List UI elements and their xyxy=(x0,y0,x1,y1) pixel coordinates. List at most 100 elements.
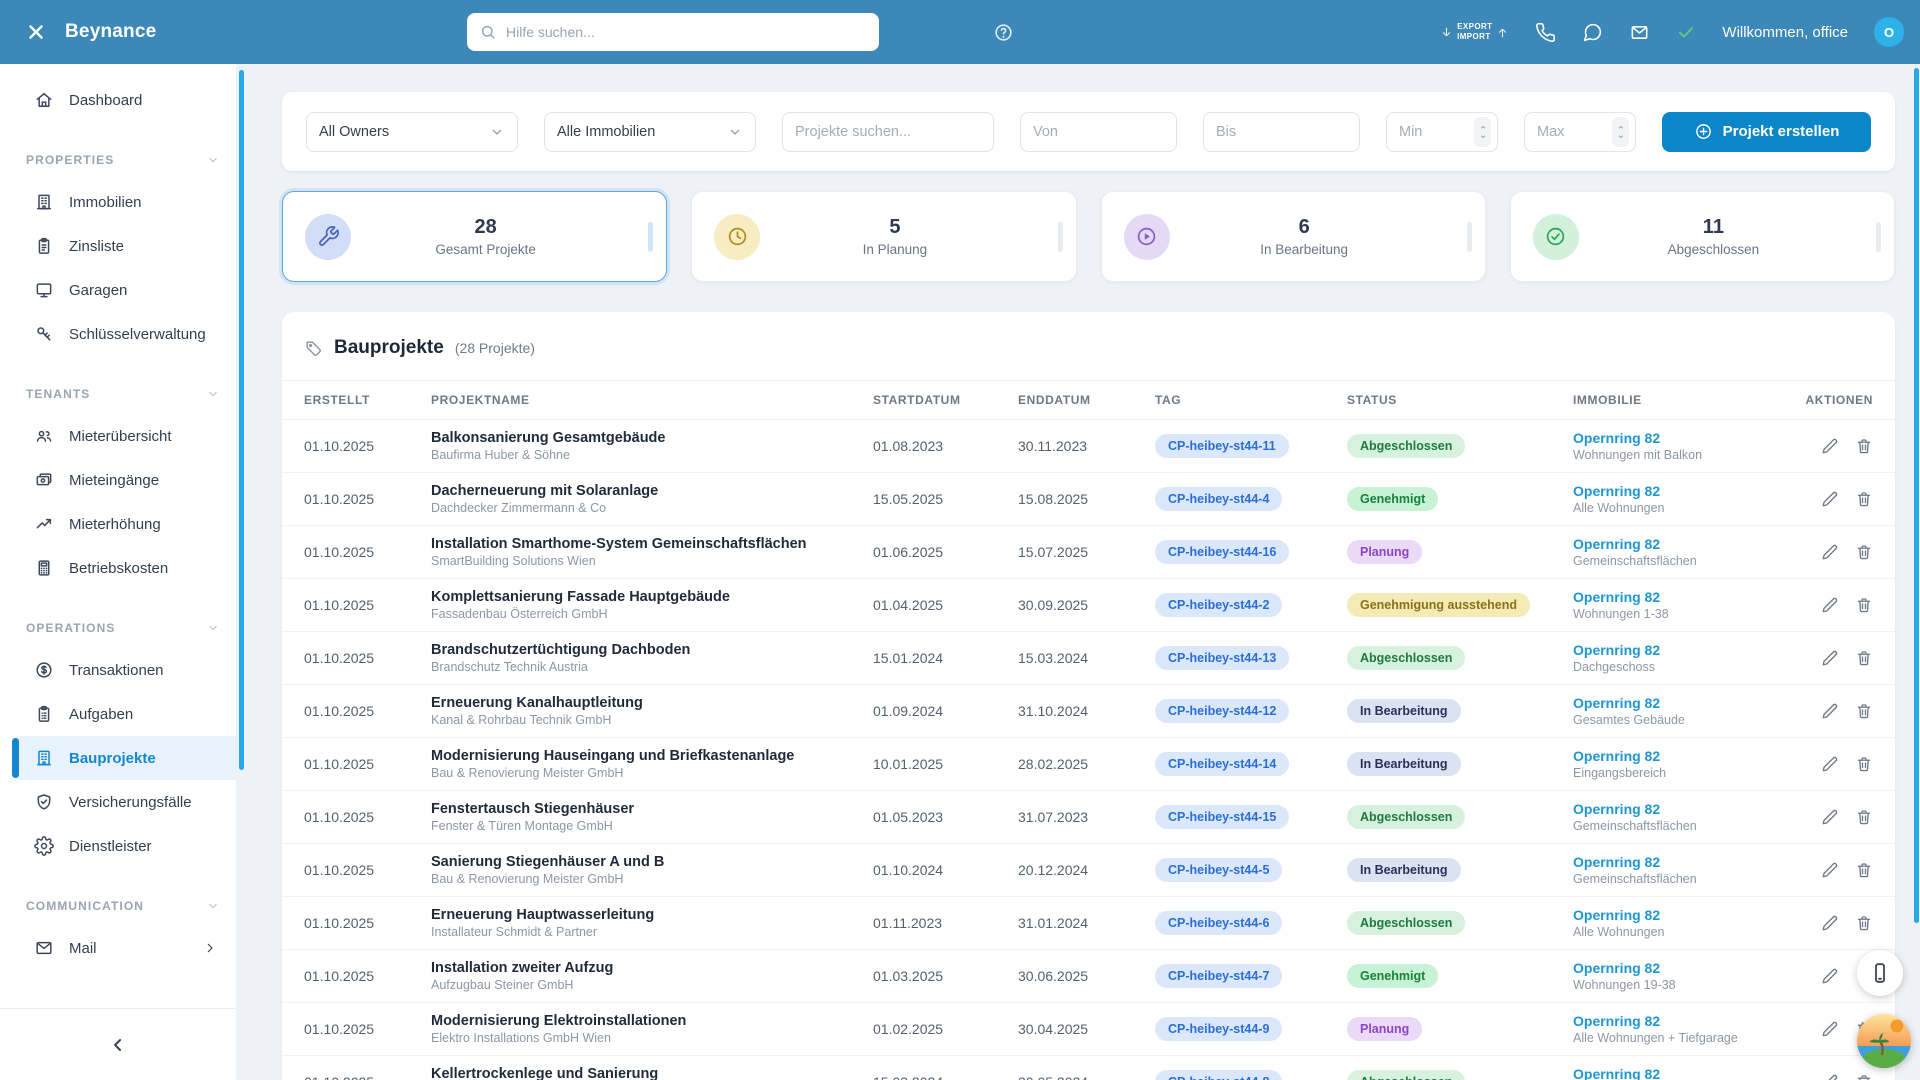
menu-close-icon[interactable] xyxy=(25,21,47,43)
welcome-text: Willkommen, office xyxy=(1722,24,1848,41)
property-link[interactable]: Opernring 82 xyxy=(1573,1066,1803,1080)
edit-button[interactable] xyxy=(1821,437,1839,455)
sidebar-item-garagen[interactable]: Garagen xyxy=(12,268,236,312)
delete-button[interactable] xyxy=(1855,755,1873,773)
date-from-input[interactable] xyxy=(1033,124,1164,140)
cell-actions xyxy=(1803,861,1873,879)
delete-button[interactable] xyxy=(1855,1073,1873,1080)
sidebar-item-transaktionen[interactable]: Transaktionen xyxy=(12,648,236,692)
mobile-app-button[interactable] xyxy=(1857,950,1903,996)
help-search-input[interactable] xyxy=(506,24,867,40)
date-to-input[interactable] xyxy=(1216,124,1347,140)
collapse-sidebar-icon[interactable] xyxy=(108,1035,128,1055)
chat-icon[interactable] xyxy=(1582,22,1603,43)
delete-button[interactable] xyxy=(1855,490,1873,508)
stat-card-in-bearbeitung[interactable]: 6In Bearbeitung xyxy=(1101,191,1486,282)
sidebar-item-bauprojekte[interactable]: Bauprojekte xyxy=(12,736,236,780)
edit-button[interactable] xyxy=(1821,967,1839,985)
sidebar-item-dashboard[interactable]: Dashboard xyxy=(12,78,236,122)
edit-button[interactable] xyxy=(1821,861,1839,879)
mail-icon[interactable] xyxy=(1629,22,1650,43)
min-cost-input[interactable] xyxy=(1399,124,1468,140)
edit-button[interactable] xyxy=(1821,649,1839,667)
edit-button[interactable] xyxy=(1821,1073,1839,1080)
delete-button[interactable] xyxy=(1855,861,1873,879)
help-search-box[interactable] xyxy=(467,13,879,51)
property-link[interactable]: Opernring 82 xyxy=(1573,801,1803,817)
delete-button[interactable] xyxy=(1855,543,1873,561)
cell-start-date: 01.06.2025 xyxy=(873,544,1018,560)
edit-button[interactable] xyxy=(1821,755,1839,773)
delete-button[interactable] xyxy=(1855,702,1873,720)
edit-button[interactable] xyxy=(1821,490,1839,508)
cell-project: Sanierung Stiegenhäuser A und BBau & Ren… xyxy=(431,854,873,886)
max-cost-input[interactable] xyxy=(1537,124,1606,140)
edit-button[interactable] xyxy=(1821,543,1839,561)
sidebar-item-schl-sselverwaltung[interactable]: Schlüsselverwaltung xyxy=(12,312,236,356)
edit-button[interactable] xyxy=(1821,596,1839,614)
sidebar-item-mail[interactable]: Mail xyxy=(12,926,236,970)
property-link[interactable]: Opernring 82 xyxy=(1573,907,1803,923)
sidebar-item-versicherungsf-lle[interactable]: Versicherungsfälle xyxy=(12,780,236,824)
help-icon[interactable] xyxy=(993,22,1014,43)
property-link[interactable]: Opernring 82 xyxy=(1573,483,1803,499)
property-link[interactable]: Opernring 82 xyxy=(1573,854,1803,870)
sidebar-section-header-communication[interactable]: COMMUNICATION xyxy=(0,894,236,918)
clipboard-icon xyxy=(34,236,54,256)
sidebar-item-mieter-bersicht[interactable]: Mieterübersicht xyxy=(12,414,236,458)
sidebar-item-mieterh-hung[interactable]: Mieterhöhung xyxy=(12,502,236,546)
sidebar-item-betriebskosten[interactable]: Betriebskosten xyxy=(12,546,236,590)
cell-tag: CP-heibey-st44-4 xyxy=(1155,487,1347,511)
delete-button[interactable] xyxy=(1855,649,1873,667)
sidebar-item-dienstleister[interactable]: Dienstleister xyxy=(12,824,236,868)
cell-created: 01.10.2025 xyxy=(304,862,431,878)
property-select[interactable]: Alle Immobilien xyxy=(544,112,756,152)
property-link[interactable]: Opernring 82 xyxy=(1573,642,1803,658)
table-row: 01.10.2025Modernisierung Elektroinstalla… xyxy=(282,1003,1895,1056)
create-project-button[interactable]: Projekt erstellen xyxy=(1662,112,1871,152)
island-widget-button[interactable] xyxy=(1857,1014,1911,1068)
page-scrollbar[interactable] xyxy=(1914,68,1919,923)
property-link[interactable]: Opernring 82 xyxy=(1573,695,1803,711)
sidebar-section-header-tenants[interactable]: TENANTS xyxy=(0,382,236,406)
column-header-tag: TAG xyxy=(1155,393,1347,407)
sidebar-item-immobilien[interactable]: Immobilien xyxy=(12,180,236,224)
sidebar-item-aufgaben[interactable]: Aufgaben xyxy=(12,692,236,736)
sidebar-item-zinsliste[interactable]: Zinsliste xyxy=(12,224,236,268)
stat-card-abgeschlossen[interactable]: 11Abgeschlossen xyxy=(1510,191,1895,282)
project-contractor: Elektro Installations GmbH Wien xyxy=(431,1031,873,1045)
property-link[interactable]: Opernring 82 xyxy=(1573,536,1803,552)
export-import-button[interactable]: EXPORTIMPORT xyxy=(1440,22,1509,41)
delete-button[interactable] xyxy=(1855,808,1873,826)
delete-button[interactable] xyxy=(1855,914,1873,932)
stat-card-gesamt-projekte[interactable]: 28Gesamt Projekte xyxy=(282,191,667,282)
project-name: Erneuerung Hauptwasserleitung xyxy=(431,907,873,923)
property-link[interactable]: Opernring 82 xyxy=(1573,748,1803,764)
project-search-input[interactable] xyxy=(795,124,981,140)
stat-card-in-planung[interactable]: 5In Planung xyxy=(691,191,1076,282)
phone-icon[interactable] xyxy=(1535,22,1556,43)
edit-button[interactable] xyxy=(1821,914,1839,932)
cell-property: Opernring 82Gemeinschaftsflächen xyxy=(1573,801,1803,833)
delete-button[interactable] xyxy=(1855,596,1873,614)
delete-button[interactable] xyxy=(1855,437,1873,455)
property-link[interactable]: Opernring 82 xyxy=(1573,960,1803,976)
cell-actions xyxy=(1803,808,1873,826)
sidebar-item-mieteing-nge[interactable]: Mieteingänge xyxy=(12,458,236,502)
project-contractor: Fenster & Türen Montage GmbH xyxy=(431,819,873,833)
avatar[interactable]: O xyxy=(1874,17,1904,47)
owner-select[interactable]: All Owners xyxy=(306,112,518,152)
sidebar-scrollbar[interactable] xyxy=(239,70,244,770)
column-header-erstellt: ERSTELLT xyxy=(304,393,431,407)
property-link[interactable]: Opernring 82 xyxy=(1573,1013,1803,1029)
cell-start-date: 01.03.2025 xyxy=(873,968,1018,984)
max-cost-stepper[interactable] xyxy=(1612,117,1629,147)
edit-button[interactable] xyxy=(1821,702,1839,720)
edit-button[interactable] xyxy=(1821,808,1839,826)
property-link[interactable]: Opernring 82 xyxy=(1573,589,1803,605)
sidebar-section-header-properties[interactable]: PROPERTIES xyxy=(0,148,236,172)
min-cost-stepper[interactable] xyxy=(1474,117,1491,147)
edit-button[interactable] xyxy=(1821,1020,1839,1038)
sidebar-section-header-operations[interactable]: OPERATIONS xyxy=(0,616,236,640)
property-link[interactable]: Opernring 82 xyxy=(1573,430,1803,446)
